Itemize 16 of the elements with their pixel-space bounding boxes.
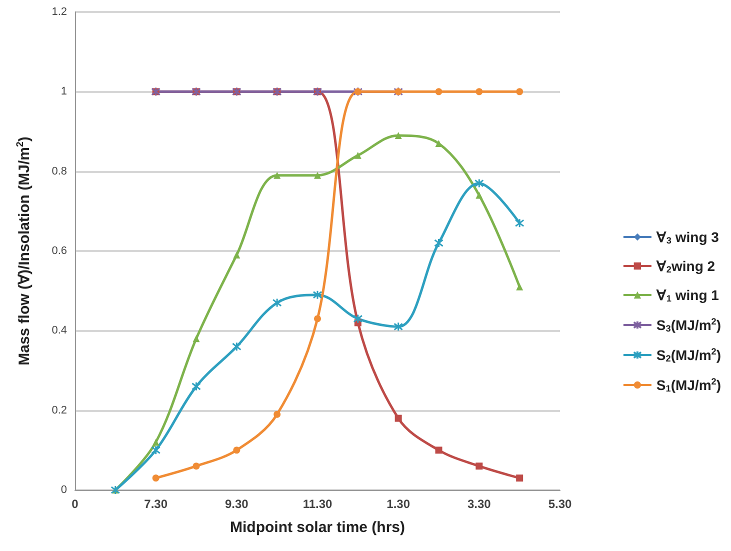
x-tick-label: 7.30 xyxy=(144,497,168,511)
x-tick-label: 11.30 xyxy=(302,497,333,511)
y-tick-label: 0.6 xyxy=(52,245,67,257)
y-tick-label: 0.8 xyxy=(52,165,67,178)
x-tick-label: 9.30 xyxy=(224,497,249,511)
y-tick-label: 1 xyxy=(60,86,67,98)
x-axis-title: Midpoint solar time (hrs) xyxy=(230,519,406,536)
x-tick-label: 0 xyxy=(72,497,79,511)
y-tick-label: 0 xyxy=(60,484,67,496)
y-axis-title: Mass flow (∀)/Insolation (MJ/m2) xyxy=(15,136,33,366)
x-tick-label: 1.30 xyxy=(386,497,410,511)
x-tick-label: 5.30 xyxy=(548,497,572,511)
y-tick-label: 1.2 xyxy=(52,6,67,18)
y-tick-label: 0.2 xyxy=(52,404,67,416)
x-tick-label: 3.30 xyxy=(467,497,492,511)
y-tick-label: 0.4 xyxy=(52,324,67,337)
